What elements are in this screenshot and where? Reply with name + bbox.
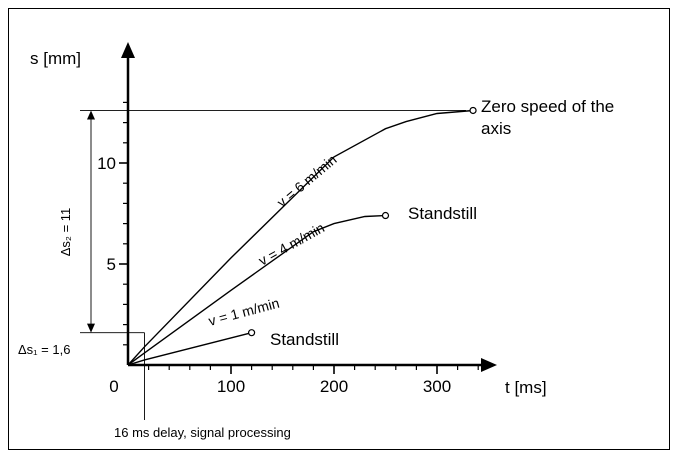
ds2-arrow-bottom: [87, 323, 95, 333]
ds1-label: Δs₁ = 1,6: [18, 342, 70, 357]
y-tick-label-10: 10: [97, 154, 116, 173]
x-tick-label-200: 200: [320, 377, 348, 396]
series-end-marker-1: [248, 329, 256, 337]
y-axis-arrow: [121, 42, 135, 58]
end-label-line-1: Zero speed of the: [481, 97, 614, 116]
ds2-label: Δs₂ = 11: [58, 208, 73, 257]
series-label-2: v = 4 m/min: [256, 219, 327, 268]
y-tick-label-5: 5: [107, 255, 116, 274]
series-label-3: v = 6 m/min: [274, 151, 340, 210]
x-tick-label-100: 100: [217, 377, 245, 396]
x-tick-label-0: 0: [109, 377, 118, 396]
series-end-label-2: Standstill: [408, 204, 477, 223]
series-end-marker-2: [381, 211, 390, 220]
end-label-line-2: axis: [481, 119, 511, 138]
series-line-1: [127, 332, 252, 366]
ds2-arrow-top: [87, 110, 95, 120]
annotations: Δs₂ = 11 Δs₁ = 1,6 16 ms delay, signal pro…: [18, 110, 466, 440]
x-axis-label: t [ms]: [505, 378, 547, 397]
series-end-label-3: Zero speed of the axis: [481, 97, 614, 138]
series-line-2: [127, 214, 386, 366]
series-end-marker-3: [469, 106, 477, 115]
series-end-label-1: Standstill: [270, 330, 339, 349]
x-tick-label-300: 300: [423, 377, 451, 396]
x-axis-arrow: [481, 358, 497, 372]
series-line-3: [127, 109, 474, 366]
axes: [121, 42, 497, 372]
chart-frame: [8, 8, 670, 450]
y-axis-label: s [mm]: [30, 49, 81, 68]
delay-label: 16 ms delay, signal processing: [114, 425, 291, 440]
